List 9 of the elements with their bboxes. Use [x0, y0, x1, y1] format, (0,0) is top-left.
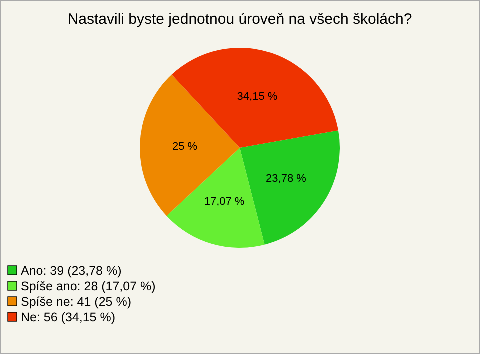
data-label: 17,07 % — [204, 196, 245, 208]
legend-label: Ano: 39 (23,78 %) — [21, 264, 122, 278]
legend-label: Spíše ano: 28 (17,07 %) — [21, 280, 156, 294]
legend-label: Spíše ne: 41 (25 %) — [21, 295, 132, 309]
legend-label: Ne: 56 (34,15 %) — [21, 310, 116, 324]
chart-title: Nastavili byste jednotnou úroveň na všech školách? — [68, 11, 412, 28]
data-label: 25 % — [172, 141, 198, 154]
data-label: 23,78 % — [266, 172, 307, 185]
data-label: 34,15 % — [237, 90, 278, 103]
